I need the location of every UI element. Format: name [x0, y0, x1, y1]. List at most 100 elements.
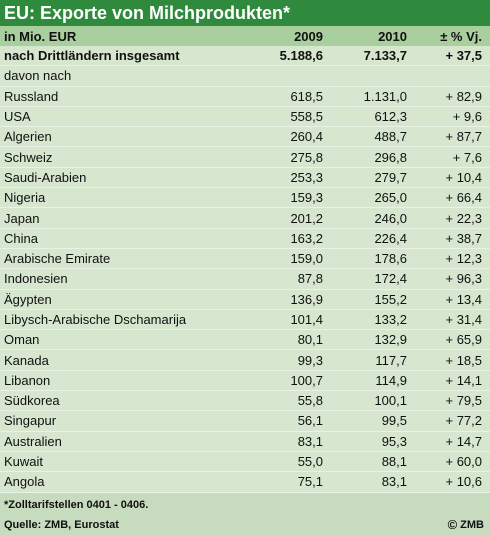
value-2010: 133,2 — [374, 312, 407, 327]
change-value: + 77,2 — [445, 413, 482, 429]
table-row: Schweiz 275,8 296,8 + 7,6 — [0, 147, 490, 168]
value-2010: 117,7 — [375, 352, 407, 368]
table-row: Algerien 260,4 488,7 + 87,7 — [0, 127, 490, 148]
value-2010: 132,9 — [374, 332, 407, 348]
value-2009: 75,1 — [297, 474, 323, 490]
footnote: *Zolltarifstellen 0401 - 0406. — [4, 499, 149, 511]
value-2009: 99,3 — [297, 352, 323, 368]
subheading-label: davon nach — [4, 68, 72, 84]
table-row: Libysch-Arabische Dschamarija 101,4 133,2 +… — [0, 310, 490, 331]
value-2010: 99,5 — [381, 413, 407, 429]
value-2009: 56,1 — [297, 413, 323, 429]
row-label: Ägypten — [4, 291, 52, 307]
column-header-2010: 2010 — [378, 28, 407, 44]
table-row: Libanon 100,7 114,9 + 14,1 — [0, 371, 490, 392]
value-2009: 260,4 — [290, 129, 323, 145]
table-row: Australien 83,1 95,3 + 14,7 — [0, 432, 490, 452]
copyright-text: ZMB — [460, 518, 484, 531]
table-body: nach Drittländern insgesamt 5.188,6 7.13… — [0, 46, 490, 493]
value-2009: 55,0 — [297, 454, 323, 470]
footer: *Zolltarifstellen 0401 - 0406. Quelle: Z… — [0, 493, 490, 535]
column-header-change: ± % Vj. — [440, 28, 482, 44]
change-value: + 65,9 — [445, 332, 482, 348]
value-2009: 80,1 — [297, 332, 323, 348]
value-2009: 618,5 — [290, 88, 323, 104]
change-value: + 14,1 — [445, 372, 482, 388]
table-row: Singapur 56,1 99,5 + 77,2 — [0, 411, 490, 432]
table-row: Japan 201,2 246,0 + 22,3 — [0, 208, 490, 229]
value-2009: 87,8 — [297, 271, 323, 287]
value-2010: 172,4 — [374, 271, 407, 287]
table-row: Kanada 99,3 117,7 + 18,5 — [0, 350, 490, 371]
row-label: Russland — [4, 88, 59, 104]
value-2010: 95,3 — [381, 433, 407, 449]
table-row: Indonesien 87,8 172,4 + 96,3 — [0, 269, 490, 290]
table-row: Kuwait 55,0 88,1 + 60,0 — [0, 452, 490, 473]
value-2010: 155,2 — [374, 291, 407, 307]
page-title: EU: Exporte von Milchprodukten* — [0, 0, 490, 26]
value-2009: 101,4 — [290, 312, 323, 327]
source-note: Quelle: ZMB, Eurostat — [4, 519, 119, 531]
row-label: Australien — [4, 433, 62, 449]
table-row: Oman 80,1 132,9 + 65,9 — [0, 330, 490, 351]
value-2009: 558,5 — [290, 109, 323, 125]
table-row: Angola 75,1 83,1 + 10,6 — [0, 472, 490, 493]
row-label: Libanon — [4, 372, 51, 388]
value-2009: 5.188,6 — [279, 48, 323, 64]
change-value: + 10,4 — [445, 169, 482, 185]
change-value: + 10,6 — [445, 474, 482, 490]
change-value: + 37,5 — [445, 48, 482, 64]
row-label: China — [4, 230, 38, 246]
value-2010: 88,1 — [381, 454, 407, 470]
value-2009: 136,9 — [290, 291, 323, 307]
table-row: Südkorea 55,8 100,1 + 79,5 — [0, 391, 490, 412]
row-label: Japan — [4, 210, 40, 226]
row-label: Saudi-Arabien — [4, 169, 87, 185]
row-label: Kanada — [4, 352, 49, 368]
change-value: + 66,4 — [445, 190, 482, 206]
change-value: + 13,4 — [445, 291, 482, 307]
row-label: USA — [4, 109, 31, 125]
value-2009: 275,8 — [290, 149, 323, 165]
row-label: Schweiz — [4, 149, 53, 165]
value-2010: 246,0 — [374, 210, 407, 226]
table-row: China 163,2 226,4 + 38,7 — [0, 229, 490, 249]
row-label: Angola — [4, 474, 45, 490]
change-value: + 79,5 — [445, 393, 482, 409]
value-2010: 612,3 — [374, 109, 407, 125]
row-label: Algerien — [4, 129, 52, 145]
row-label: Oman — [4, 332, 40, 348]
value-2010: 83,1 — [381, 474, 407, 490]
change-value: + 60,0 — [445, 454, 482, 470]
value-2009: 163,2 — [290, 230, 323, 246]
row-label: Singapur — [4, 413, 57, 429]
value-2010: 296,8 — [374, 149, 407, 165]
change-value: + 87,7 — [445, 129, 482, 145]
value-2010: 488,7 — [374, 129, 407, 145]
value-2010: 114,9 — [375, 372, 407, 388]
value-2010: 265,0 — [374, 190, 407, 206]
row-label: Südkorea — [4, 393, 60, 409]
change-value: + 14,7 — [445, 433, 482, 449]
change-value: + 22,3 — [445, 210, 482, 226]
table-row: USA 558,5 612,3 + 9,6 — [0, 107, 490, 128]
value-2010: 226,4 — [374, 230, 407, 246]
row-label: nach Drittländern insgesamt — [4, 48, 180, 64]
row-label: Indonesien — [4, 271, 68, 287]
copyright-icon: © — [447, 517, 458, 532]
subheading-row: davon nach — [0, 66, 490, 87]
value-2009: 159,3 — [290, 190, 323, 206]
value-2009: 55,8 — [297, 393, 323, 409]
value-2010: 7.133,7 — [363, 48, 407, 64]
value-2010: 279,7 — [374, 169, 407, 185]
value-2010: 100,1 — [374, 393, 407, 409]
value-2009: 83,1 — [297, 433, 323, 449]
table-row: Arabische Emirate 159,0 178,6 + 12,3 — [0, 249, 490, 270]
row-label: Kuwait — [4, 454, 44, 470]
change-value: + 82,9 — [445, 88, 482, 104]
table-header: in Mio. EUR 2009 2010 ± % Vj. — [0, 26, 490, 46]
value-2009: 100,7 — [290, 372, 323, 388]
value-2009: 253,3 — [290, 169, 323, 185]
column-header-2009: 2009 — [294, 28, 323, 44]
